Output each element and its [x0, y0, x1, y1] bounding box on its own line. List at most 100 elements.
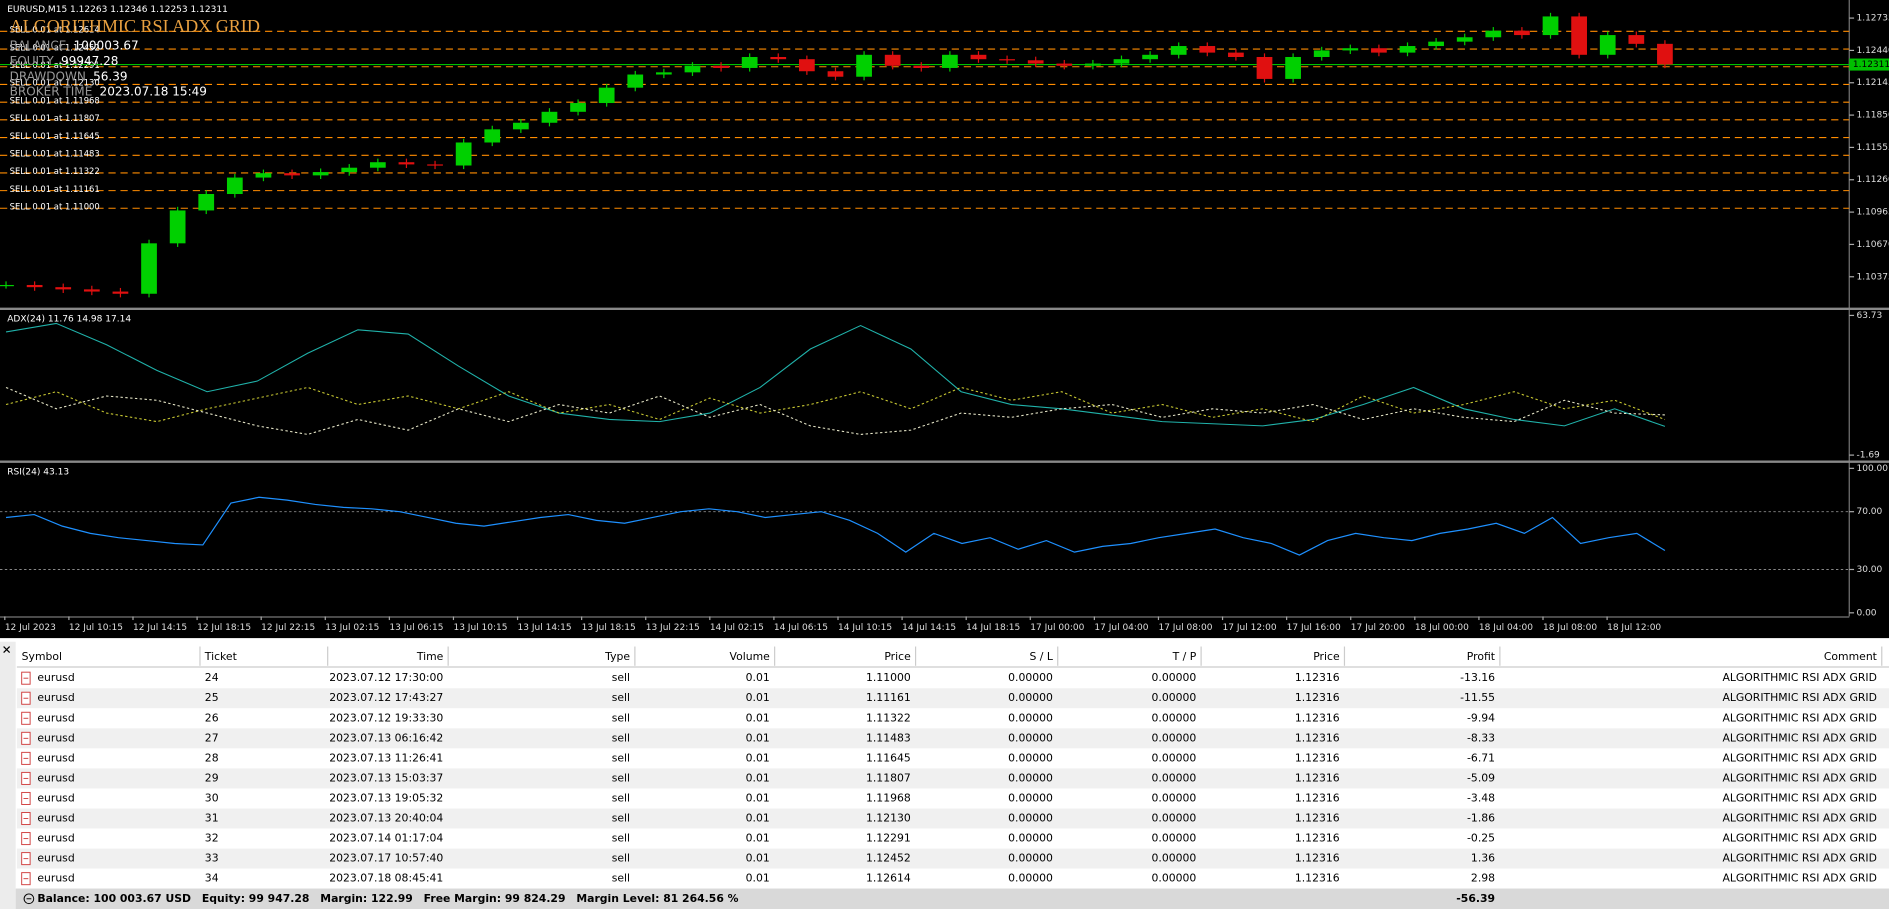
table-cell: 0.00000 [1151, 691, 1196, 704]
candle [369, 162, 386, 168]
toolbox-side-strip [0, 641, 16, 909]
candle [999, 59, 1015, 61]
indicator-line [5, 386, 1665, 435]
candle [398, 162, 415, 165]
candle [1285, 56, 1301, 79]
table-cell: ALGORITHMIC RSI ADX GRID [1722, 691, 1877, 704]
table-cell: eurusd [37, 832, 74, 845]
time-label: 13 Jul 06:15 [389, 623, 443, 633]
table-cell: sell [612, 751, 630, 764]
table-cell: sell [612, 852, 630, 865]
footer-item: Equity: 99 947.28 [202, 892, 310, 905]
time-label: 17 Jul 04:00 [1094, 623, 1148, 633]
current-price-label: 1.12311 [1853, 60, 1889, 70]
footer-bg [15, 888, 1889, 909]
table-cell: sell [612, 671, 630, 684]
table-cell: 1.11322 [866, 711, 911, 724]
table-cell: ALGORITHMIC RSI ADX GRID [1722, 791, 1877, 804]
table-cell: -3.48 [1467, 791, 1495, 804]
table-cell: eurusd [37, 791, 74, 804]
table-cell: 1.12316 [1295, 671, 1340, 684]
candle [1371, 48, 1387, 53]
rsi-tick-label: 30.00 [1856, 565, 1882, 575]
column-header: Comment [1824, 650, 1877, 663]
table-cell: 1.11161 [866, 691, 911, 704]
table-cell: 1.36 [1471, 852, 1495, 865]
candle [26, 284, 43, 288]
table-cell: 2023.07.13 06:16:42 [329, 731, 443, 744]
table-cell: 0.00000 [1151, 731, 1196, 744]
table-cell: sell [612, 771, 630, 784]
table-cell: 1.12316 [1295, 711, 1340, 724]
table-cell: sell [612, 872, 630, 885]
table-cell: ALGORITHMIC RSI ADX GRID [1722, 771, 1877, 784]
table-cell: 0.00000 [1008, 812, 1053, 825]
table-row [16, 768, 1889, 789]
table-cell: 1.11968 [866, 791, 911, 804]
candle [255, 173, 272, 178]
table-cell: eurusd [37, 872, 74, 885]
table-cell: 2023.07.12 19:33:30 [329, 711, 443, 724]
table-cell: 1.12316 [1295, 691, 1340, 704]
rsi-tick-label: 100.00 [1856, 464, 1888, 474]
candle [1142, 54, 1158, 60]
table-header-bg [16, 645, 1889, 668]
table-cell: 1.12452 [866, 852, 911, 865]
table-cell: 0.00000 [1151, 711, 1196, 724]
table-cell: eurusd [37, 771, 74, 784]
table-cell: 0.00000 [1151, 791, 1196, 804]
sell-level-label: SELL 0.01 at 1.11807 [10, 113, 100, 123]
candle [655, 72, 672, 75]
table-cell: 2023.07.13 19:05:32 [329, 791, 443, 804]
time-label: 12 Jul 18:15 [197, 623, 251, 633]
candle [1313, 50, 1330, 57]
candle [0, 284, 14, 287]
table-cell: -11.55 [1460, 691, 1495, 704]
table-cell: -5.09 [1467, 771, 1495, 784]
table-cell: 0.00000 [1151, 671, 1196, 684]
table-cell: ALGORITHMIC RSI ADX GRID [1722, 812, 1877, 825]
price-tick-label: 1.10375 [1856, 272, 1889, 282]
time-label: 18 Jul 12:00 [1607, 623, 1661, 633]
table-cell: 2023.07.14 01:17:04 [329, 832, 443, 845]
rsi-tick-label: 0.00 [1856, 608, 1876, 618]
sell-level-label: SELL 0.01 at 1.12130 [10, 78, 100, 88]
table-cell: 0.01 [746, 852, 770, 865]
table-cell: ALGORITHMIC RSI ADX GRID [1722, 751, 1877, 764]
candle [83, 289, 100, 292]
column-header: Symbol [22, 650, 62, 663]
time-label: 13 Jul 14:15 [518, 623, 572, 633]
chart-background [0, 0, 1889, 638]
adx-label: ADX(24) 11.76 14.98 17.14 [7, 315, 131, 325]
column-header: Price [1313, 650, 1340, 663]
overlay-label: EQUITY [10, 54, 55, 68]
table-cell: 25 [205, 691, 219, 704]
table-cell: 2.98 [1471, 872, 1495, 885]
table-cell: 0.01 [746, 812, 770, 825]
table-row [16, 708, 1889, 729]
candle [570, 103, 586, 112]
table-cell: 0.00000 [1151, 832, 1196, 845]
candle [1199, 46, 1216, 53]
table-cell: 0.00000 [1008, 852, 1053, 865]
table-cell: ALGORITHMIC RSI ADX GRID [1722, 832, 1877, 845]
table-cell: 0.00000 [1151, 872, 1196, 885]
table-cell: -8.33 [1467, 731, 1495, 744]
table-row [16, 748, 1889, 769]
table-cell: 1.11645 [866, 751, 911, 764]
candle [484, 129, 501, 143]
candle [827, 71, 844, 77]
candle [1228, 52, 1244, 57]
time-label: 13 Jul 18:15 [582, 623, 636, 633]
time-label: 17 Jul 08:00 [1158, 623, 1212, 633]
column-header: Profit [1467, 650, 1495, 663]
table-cell: 2023.07.12 17:43:27 [329, 691, 443, 704]
table-row [16, 828, 1889, 849]
sell-level-label: SELL 0.01 at 1.12452 [10, 42, 100, 52]
close-button[interactable] [3, 646, 11, 653]
time-label: 14 Jul 02:15 [710, 623, 764, 633]
candle [455, 142, 472, 166]
table-cell: 0.00000 [1151, 771, 1196, 784]
time-label: 14 Jul 10:15 [838, 623, 892, 633]
candle [1628, 35, 1645, 44]
